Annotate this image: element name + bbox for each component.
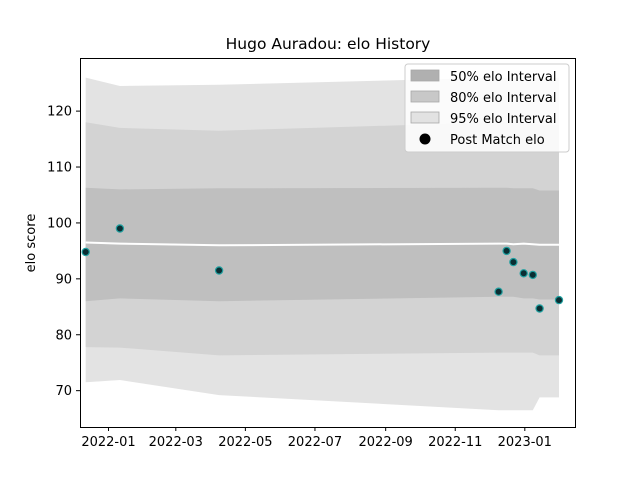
data-point: [502, 246, 511, 256]
legend-swatch: [410, 111, 440, 124]
y-axis-ticks: 70 80 90 100 110 120: [47, 105, 80, 399]
y-tick-label: 90: [55, 272, 72, 287]
data-point: [214, 266, 224, 275]
y-tick-label: 110: [47, 161, 72, 176]
legend-label: 50% elo Interval: [450, 70, 557, 85]
x-tick-label: 2022-01: [81, 435, 135, 450]
legend-label: 95% elo Interval: [450, 112, 557, 127]
plot-frame: [80, 58, 576, 428]
legend-box: [404, 63, 570, 153]
legend-marker: [419, 133, 431, 145]
legend-swatch: [410, 69, 440, 82]
x-tick-label: 2022-07: [288, 435, 342, 450]
x-tick-label: 2022-05: [218, 435, 272, 450]
data-point: [494, 287, 503, 296]
legend-label: 80% elo Interval: [450, 91, 557, 106]
y-tick-label: 120: [47, 105, 72, 120]
data-point: [115, 224, 125, 233]
y-axis-title: elo score: [24, 214, 39, 273]
mean-line: [85, 241, 559, 247]
post-match-points: [81, 224, 564, 313]
mean-line-path: [85, 241, 559, 247]
legend: 50% elo Interval 80% elo Interval 95% elo …: [404, 63, 570, 153]
data-point: [535, 304, 544, 313]
data-point: [509, 257, 518, 267]
x-tick-label: 2022-11: [428, 435, 482, 450]
legend-label: Post Match elo: [450, 133, 545, 148]
legend-swatch: [410, 90, 440, 103]
x-tick-label: 2023-01: [498, 435, 552, 450]
data-point: [554, 295, 564, 305]
data-point: [81, 247, 90, 257]
data-point: [519, 269, 528, 278]
x-axis-ticks: 2022-01 2022-03 2022-05 2022-07 2022-09 2022-…: [81, 427, 552, 450]
y-tick-label: 80: [55, 328, 72, 343]
y-tick-label: 100: [47, 216, 72, 231]
x-tick-label: 2022-03: [149, 435, 203, 450]
chart-title: Hugo Auradou: elo History: [226, 35, 431, 53]
y-tick-label: 70: [55, 384, 72, 399]
x-tick-label: 2022-09: [359, 435, 413, 450]
data-point: [528, 270, 538, 280]
